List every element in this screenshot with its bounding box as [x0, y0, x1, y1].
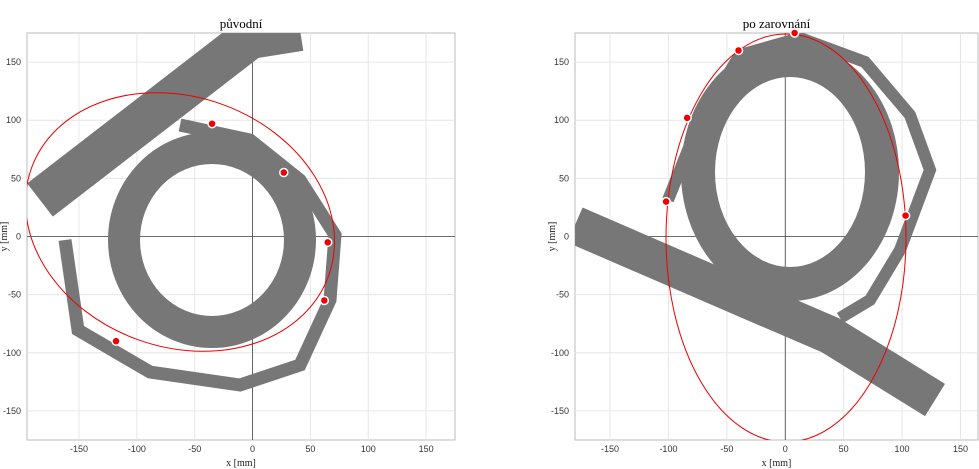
y-tick-label: -100 — [3, 348, 21, 358]
x-tick-label: 0 — [783, 444, 788, 454]
point — [662, 198, 670, 206]
x-tick-label: -50 — [720, 444, 733, 454]
y-tick-label: -50 — [556, 290, 569, 300]
x-tick-label: 50 — [305, 444, 315, 454]
point — [683, 114, 691, 122]
y-tick-label: 100 — [554, 115, 569, 125]
point — [280, 169, 288, 177]
x-tick-label: 100 — [361, 444, 376, 454]
y-tick-label: -150 — [3, 406, 21, 416]
chart-title: po zarovnání — [743, 16, 811, 31]
x-tick-label: 150 — [953, 444, 968, 454]
x-axis-label: x [mm] — [762, 458, 792, 469]
y-tick-label: -100 — [551, 348, 569, 358]
y-axis-label: y [mm] — [547, 222, 558, 252]
point — [735, 46, 743, 54]
x-tick-label: 150 — [419, 444, 434, 454]
y-tick-label: 100 — [6, 115, 21, 125]
y-tick-label: -150 — [551, 406, 569, 416]
x-tick-label: -150 — [601, 444, 619, 454]
y-axis-label: y [mm] — [0, 222, 10, 252]
x-tick-label: -150 — [70, 444, 88, 454]
x-tick-label: -50 — [188, 444, 201, 454]
chart-title: původní — [220, 16, 263, 31]
y-tick-label: 0 — [564, 232, 569, 242]
figure: -150 -100 -50 0 50 100 150 -150 -100 -50 0 50 100 150… — [0, 0, 979, 469]
y-tick-label: 150 — [554, 57, 569, 67]
point — [112, 337, 120, 345]
y-tick-label: 0 — [16, 232, 21, 242]
y-tick-label: -50 — [8, 290, 21, 300]
y-tick-label: 50 — [11, 173, 21, 183]
x-axis-label: x [mm] — [226, 458, 256, 469]
x-tick-label: 0 — [250, 444, 255, 454]
point — [791, 29, 799, 37]
y-tick-label: 50 — [559, 173, 569, 183]
y-tick-label: 150 — [6, 57, 21, 67]
point — [902, 212, 910, 220]
point — [208, 120, 216, 128]
x-tick-label: -100 — [128, 444, 146, 454]
point — [324, 238, 332, 246]
x-tick-label: 100 — [895, 444, 910, 454]
x-tick-label: -100 — [659, 444, 677, 454]
point — [320, 296, 328, 304]
x-tick-label: 50 — [839, 444, 849, 454]
